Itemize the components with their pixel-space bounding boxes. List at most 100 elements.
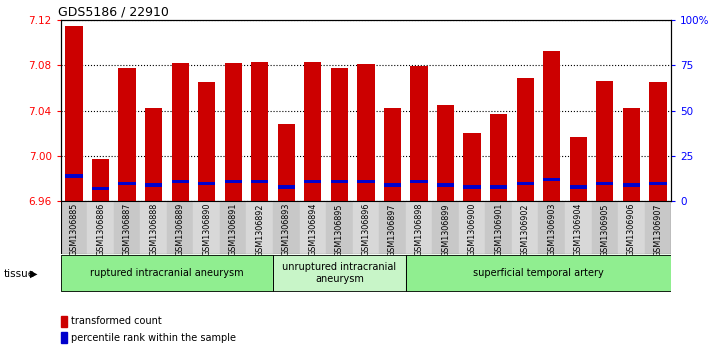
Bar [645, 201, 671, 254]
Bar [516, 78, 534, 201]
Text: transformed count: transformed count [71, 316, 161, 326]
Bar [61, 201, 87, 254]
Bar [331, 180, 348, 183]
Bar [246, 201, 273, 254]
Bar [596, 182, 613, 185]
Bar [171, 63, 188, 201]
Bar [570, 137, 587, 201]
Bar [331, 68, 348, 201]
Bar [463, 133, 481, 201]
Text: GSM1306899: GSM1306899 [441, 203, 450, 257]
Bar [251, 62, 268, 201]
Bar [114, 201, 141, 254]
Text: GSM1306898: GSM1306898 [415, 203, 423, 256]
Bar [406, 201, 432, 254]
Text: GSM1306901: GSM1306901 [494, 203, 503, 256]
Bar [278, 185, 295, 189]
Text: GSM1306903: GSM1306903 [547, 203, 556, 256]
Text: GSM1306888: GSM1306888 [149, 203, 158, 256]
Bar [596, 81, 613, 201]
Text: GDS5186 / 22910: GDS5186 / 22910 [58, 6, 169, 19]
Bar [61, 255, 273, 291]
Bar [384, 109, 401, 201]
Text: GSM1306890: GSM1306890 [202, 203, 211, 256]
Text: GSM1306902: GSM1306902 [521, 203, 530, 257]
Text: GSM1306895: GSM1306895 [335, 203, 344, 257]
Text: GSM1306900: GSM1306900 [468, 203, 476, 256]
Bar [220, 201, 246, 254]
Bar [512, 201, 538, 254]
Bar [538, 201, 565, 254]
Text: ruptured intracranial aneurysm: ruptured intracranial aneurysm [90, 268, 243, 278]
Text: GSM1306905: GSM1306905 [600, 203, 609, 257]
Bar [379, 201, 406, 254]
Bar [406, 255, 671, 291]
Bar [119, 68, 136, 201]
Bar [251, 180, 268, 183]
Bar [167, 201, 193, 254]
Text: GSM1306907: GSM1306907 [653, 203, 663, 257]
Bar [591, 201, 618, 254]
Bar [357, 64, 375, 201]
Text: GSM1306891: GSM1306891 [228, 203, 238, 256]
Bar [411, 180, 428, 183]
Bar [66, 26, 83, 201]
Bar [92, 159, 109, 201]
Bar [278, 124, 295, 201]
Text: GSM1306889: GSM1306889 [176, 203, 185, 256]
Text: GSM1306896: GSM1306896 [361, 203, 371, 256]
Text: GSM1306887: GSM1306887 [123, 203, 131, 256]
Text: GSM1306894: GSM1306894 [308, 203, 317, 256]
Bar [623, 109, 640, 201]
Bar [66, 174, 83, 178]
Text: percentile rank within the sample: percentile rank within the sample [71, 333, 236, 343]
Bar [193, 201, 220, 254]
Bar [490, 185, 507, 189]
Bar [618, 201, 645, 254]
Bar [145, 183, 162, 187]
Text: unruptured intracranial
aneurysm: unruptured intracranial aneurysm [282, 262, 396, 284]
Bar [543, 178, 560, 182]
Bar [141, 201, 167, 254]
Bar [300, 201, 326, 254]
Bar [565, 201, 591, 254]
Text: GSM1306892: GSM1306892 [256, 203, 264, 257]
Bar [119, 182, 136, 185]
Text: ▶: ▶ [30, 269, 38, 279]
Text: GSM1306885: GSM1306885 [69, 203, 79, 256]
Text: GSM1306904: GSM1306904 [574, 203, 583, 256]
Bar [304, 62, 321, 201]
Bar [411, 66, 428, 201]
Bar [649, 182, 666, 185]
Text: GSM1306886: GSM1306886 [96, 203, 105, 256]
Bar [273, 255, 406, 291]
Text: superficial temporal artery: superficial temporal artery [473, 268, 604, 278]
Bar [273, 255, 406, 291]
Bar [353, 201, 379, 254]
Bar [225, 63, 242, 201]
Bar [516, 182, 534, 185]
Text: GSM1306906: GSM1306906 [627, 203, 636, 256]
Bar [459, 201, 486, 254]
Bar [384, 183, 401, 187]
Bar [326, 201, 353, 254]
Bar [87, 201, 114, 254]
Bar [198, 182, 216, 185]
Bar [273, 201, 300, 254]
Bar [649, 82, 666, 201]
Bar [490, 114, 507, 201]
Bar [623, 183, 640, 187]
Bar [357, 180, 375, 183]
Text: tissue: tissue [4, 269, 35, 279]
Bar [486, 201, 512, 254]
Bar [570, 185, 587, 189]
Bar [432, 201, 459, 254]
Bar [145, 109, 162, 201]
Bar [463, 185, 481, 189]
Bar [198, 82, 216, 201]
Bar [543, 50, 560, 201]
Bar [225, 180, 242, 183]
Bar [304, 180, 321, 183]
Text: GSM1306893: GSM1306893 [282, 203, 291, 256]
Bar [437, 183, 454, 187]
